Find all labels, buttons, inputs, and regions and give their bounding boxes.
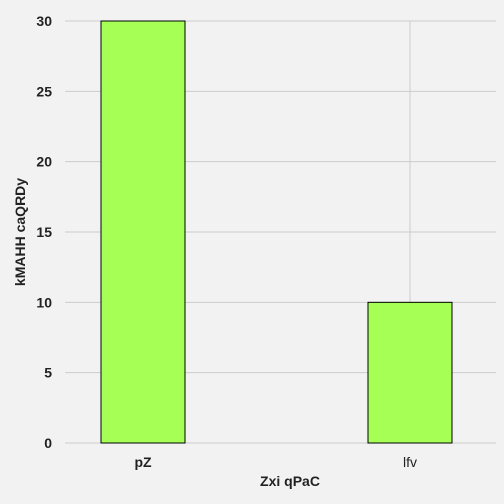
bar-lfv xyxy=(367,301,453,444)
bar-pZ xyxy=(100,20,186,444)
y-tick-label: 30 xyxy=(36,13,52,29)
y-tick-label: 25 xyxy=(36,83,52,99)
x-axis-label: Zxi qPaC xyxy=(260,473,320,489)
y-tick-label: 10 xyxy=(36,294,52,310)
y-axis-label: kMAHH caQRDy xyxy=(12,178,28,286)
x-tick-label: lfv xyxy=(403,454,417,470)
y-tick-label: 20 xyxy=(36,154,52,170)
x-tick-label: pZ xyxy=(134,454,152,470)
y-tick-label: 15 xyxy=(36,224,52,240)
x-axis-ticks: pZ lfv xyxy=(134,454,417,470)
y-tick-label: 5 xyxy=(44,365,52,381)
bars xyxy=(100,20,453,444)
y-axis-ticks: 0 5 10 15 20 25 30 xyxy=(36,13,52,451)
y-tick-label: 0 xyxy=(44,435,52,451)
